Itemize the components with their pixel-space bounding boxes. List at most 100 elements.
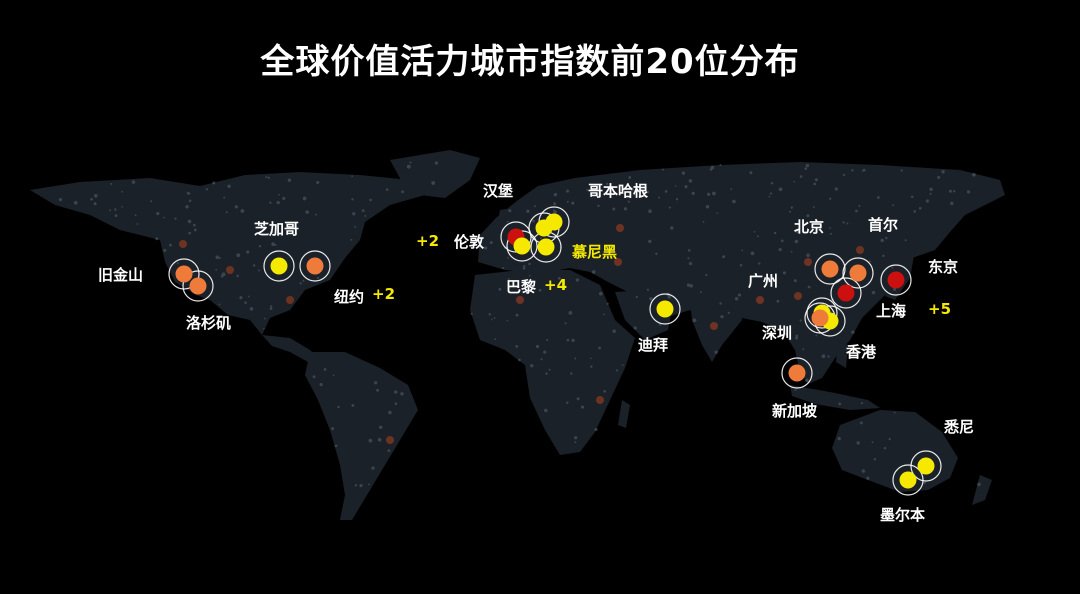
background-dot: [494, 338, 497, 340]
background-dot: [815, 334, 818, 337]
page-title: 全球价值活力城市指数前20位分布: [260, 42, 800, 82]
background-dot: [880, 238, 884, 243]
background-dot: [515, 313, 519, 317]
background-dot: [136, 223, 139, 225]
background-dot: [354, 225, 357, 228]
background-dot: [598, 346, 601, 350]
city-marker-dot: [849, 264, 867, 282]
background-dot: [570, 372, 573, 375]
background-dot: [174, 217, 177, 220]
minor-city-dot: [226, 266, 234, 274]
background-dot: [193, 223, 196, 227]
background-dot: [352, 212, 356, 216]
city-marker-ring: [182, 270, 214, 302]
city-marker-ring: [168, 258, 200, 290]
background-dot: [302, 196, 307, 201]
background-dot: [215, 255, 220, 260]
background-dot: [574, 357, 577, 360]
background-dot: [851, 169, 854, 172]
background-dot: [812, 206, 815, 208]
background-dot: [596, 192, 600, 196]
background-dot: [722, 255, 726, 259]
background-dot: [239, 296, 243, 300]
background-dot: [741, 249, 744, 252]
background-dot: [337, 405, 340, 409]
background-dot: [646, 288, 650, 291]
minor-city-dot: [856, 246, 864, 254]
background-dot: [276, 200, 280, 205]
city-label-los-angeles: 洛杉矶: [186, 314, 232, 332]
background-dot: [829, 197, 832, 200]
background-dot: [859, 421, 863, 425]
background-dot: [757, 235, 759, 238]
background-dot: [515, 345, 519, 348]
background-dot: [176, 262, 179, 265]
background-dot: [778, 248, 782, 252]
background-dot: [187, 219, 192, 224]
background-dot: [506, 319, 509, 322]
background-dot: [769, 192, 773, 195]
background-dot: [929, 192, 932, 195]
background-dot: [846, 222, 849, 225]
background-dot: [805, 163, 810, 168]
background-dot: [871, 441, 874, 444]
background-dot: [591, 270, 596, 274]
city-marker-ring: [892, 464, 924, 496]
background-dot: [528, 274, 531, 277]
background-dot: [778, 187, 783, 192]
background-dot: [684, 185, 688, 189]
city-marker-dot: [306, 257, 324, 275]
minor-city-dots: [179, 224, 864, 444]
background-dot: [858, 204, 861, 208]
background-dot: [866, 476, 870, 480]
background-dot: [264, 317, 266, 320]
background-dot: [493, 317, 496, 319]
background-dot: [727, 311, 730, 314]
background-dot: [929, 187, 933, 191]
background-dot: [598, 291, 603, 296]
background-dot: [925, 199, 929, 203]
background-dot: [806, 253, 810, 258]
background-dot: [269, 201, 272, 204]
background-dot: [719, 302, 722, 305]
background-dot: [312, 375, 316, 379]
india: [690, 300, 742, 362]
city-marker-ring: [649, 293, 681, 325]
background-dot: [249, 307, 254, 311]
background-dot: [566, 401, 569, 404]
city-label-shanghai: 上海: [876, 302, 907, 320]
city-marker-ring: [842, 257, 874, 289]
background-dot: [305, 210, 309, 214]
background-dot: [376, 388, 380, 392]
background-dot: [795, 229, 800, 234]
minor-city-dot: [710, 322, 718, 330]
background-dot: [699, 291, 702, 294]
background-dot: [688, 261, 693, 266]
background-dot: [606, 182, 609, 185]
background-dot: [842, 173, 846, 177]
background-dot: [334, 444, 338, 448]
background-dot: [674, 185, 677, 187]
background-dot: [188, 199, 192, 202]
city-label-guangzhou: 广州: [748, 272, 779, 290]
background-dot: [58, 198, 62, 202]
background-dot: [877, 196, 880, 199]
background-dot: [267, 176, 270, 179]
background-dot: [540, 358, 543, 361]
background-dot: [804, 167, 808, 170]
background-dot: [507, 278, 510, 280]
background-dot: [565, 189, 570, 193]
background-dot: [299, 282, 302, 285]
minor-city-dot: [614, 258, 622, 266]
background-dot: [502, 267, 505, 270]
background-dot: [394, 402, 398, 405]
background-dot: [121, 205, 123, 208]
background-dot: [734, 297, 739, 301]
background-dot: [406, 164, 411, 169]
background-dot: [702, 221, 705, 223]
background-dot: [236, 253, 241, 258]
background-dot: [827, 355, 830, 358]
background-dot: [388, 410, 392, 415]
background-dot: [558, 277, 561, 280]
background-dot: [361, 209, 365, 212]
